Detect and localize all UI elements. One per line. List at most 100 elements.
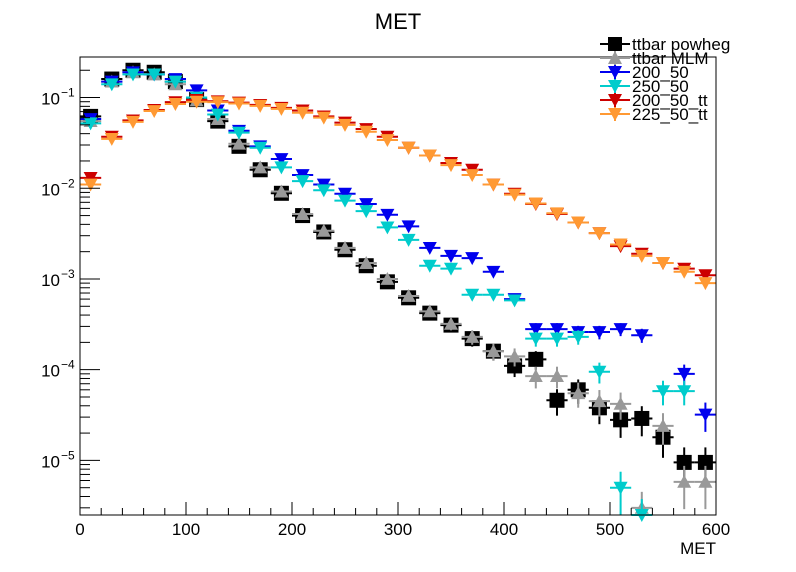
y-tick-exponent: −4: [61, 358, 75, 372]
legend-entry: ttbar MLM: [632, 49, 709, 68]
data-point: [316, 184, 331, 198]
data-point: [608, 94, 622, 107]
data-point: [274, 184, 289, 198]
x-tick-label: 300: [384, 520, 412, 539]
data-point: [444, 249, 458, 263]
data-point: [592, 365, 607, 379]
x-tick-label: 100: [172, 520, 200, 539]
data-point: [295, 207, 310, 220]
legend-entry: 200_50: [632, 63, 689, 82]
plot-area: [80, 62, 716, 522]
data-point: [253, 141, 268, 155]
data-point: [656, 418, 670, 432]
data-point: [507, 294, 522, 308]
data-point: [507, 188, 522, 202]
legend-entry: ttbar powheg: [632, 35, 730, 54]
data-point: [613, 396, 628, 410]
legend-entry: 200_50_tt: [632, 91, 708, 110]
data-point: [274, 102, 289, 116]
data-point: [608, 108, 622, 121]
data-point: [486, 265, 501, 279]
data-point: [634, 329, 649, 343]
data-point: [232, 97, 246, 111]
data-point: [401, 233, 416, 247]
data-point: [486, 344, 501, 358]
data-point: [550, 332, 564, 346]
data-point: [677, 474, 692, 488]
data-point: [698, 408, 713, 422]
data-point: [656, 257, 670, 271]
x-tick-label: 200: [278, 520, 306, 539]
data-point: [549, 392, 565, 408]
data-point: [592, 394, 607, 408]
legend-entry: 250_50: [632, 77, 689, 96]
data-point: [608, 37, 622, 51]
data-point: [147, 68, 162, 82]
data-point: [550, 207, 564, 221]
data-point: [550, 369, 564, 383]
y-tick-exponent: −5: [61, 448, 75, 462]
data-point: [698, 277, 713, 291]
data-point: [528, 369, 543, 383]
data-point: [380, 221, 395, 235]
data-point: [422, 259, 437, 273]
data-point: [677, 367, 692, 381]
data-point: [676, 454, 692, 470]
data-point: [295, 106, 310, 120]
data-point: [338, 187, 352, 201]
data-point: [189, 95, 204, 109]
data-point: [338, 194, 352, 208]
data-point: [253, 160, 268, 174]
data-point: [465, 169, 480, 183]
data-point: [698, 269, 713, 283]
data-point: [232, 136, 246, 150]
data-point: [401, 141, 416, 155]
data-point: [126, 115, 140, 129]
x-tick-label: 500: [596, 520, 624, 539]
data-point: [210, 96, 225, 110]
y-tick-label: 10: [41, 362, 60, 381]
data-point: [422, 149, 437, 163]
data-point: [486, 178, 501, 192]
data-point: [359, 125, 374, 139]
data-point: [613, 323, 628, 337]
data-point: [83, 178, 98, 192]
data-point: [338, 240, 352, 254]
data-point: [608, 51, 622, 64]
y-tick-exponent: −1: [61, 86, 75, 100]
data-point: [83, 171, 98, 185]
chart-title: MET: [375, 9, 421, 34]
y-tick-label: 10: [41, 271, 60, 290]
data-point: [613, 481, 628, 495]
data-point: [380, 134, 395, 148]
data-point: [592, 227, 607, 241]
data-point: [571, 216, 586, 230]
y-tick-label: 10: [41, 452, 60, 471]
data-point: [656, 385, 670, 399]
data-point: [83, 117, 98, 131]
data-point: [422, 241, 437, 255]
data-point: [528, 197, 543, 211]
data-point: [104, 78, 119, 92]
data-point: [634, 249, 649, 263]
data-point: [634, 410, 650, 426]
x-axis-label: MET: [680, 539, 716, 558]
y-tick-exponent: −3: [61, 267, 75, 281]
data-point: [613, 238, 628, 252]
data-point: [338, 118, 352, 132]
data-point: [697, 454, 713, 470]
data-point: [295, 175, 310, 189]
data-point: [359, 198, 374, 212]
data-point: [698, 474, 713, 488]
data-point: [274, 153, 289, 167]
data-point: [444, 316, 458, 330]
data-point: [550, 323, 564, 337]
data-point: [571, 330, 586, 344]
y-tick-exponent: −2: [61, 176, 75, 190]
data-point: [359, 256, 374, 269]
data-point: [401, 220, 416, 234]
data-point: [444, 262, 458, 276]
data-point: [147, 105, 162, 119]
